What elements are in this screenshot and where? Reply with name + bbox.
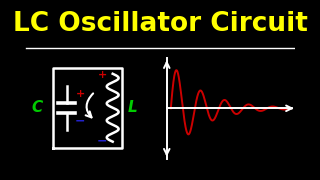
Text: +: +: [98, 70, 107, 80]
Text: +: +: [76, 89, 85, 99]
Text: L: L: [128, 100, 138, 115]
Text: −: −: [97, 135, 108, 148]
Text: −: −: [75, 114, 85, 127]
Text: LC Oscillator Circuit: LC Oscillator Circuit: [12, 11, 308, 37]
Text: C: C: [31, 100, 43, 115]
